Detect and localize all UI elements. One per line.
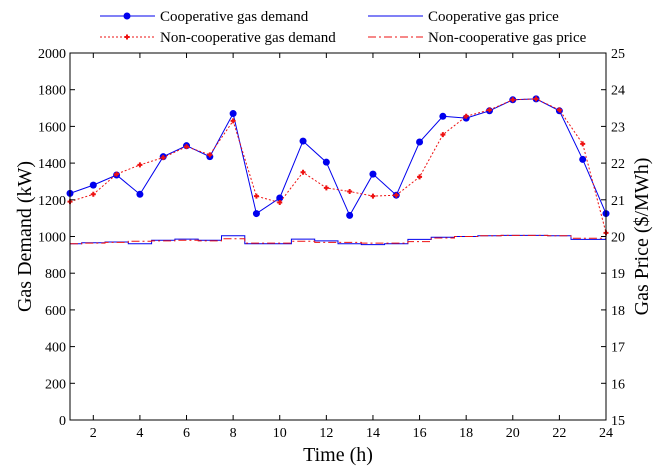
y-left-tick-label: 200 bbox=[45, 377, 66, 392]
series-line bbox=[70, 234, 606, 245]
legend-entry: Cooperative gas demand bbox=[100, 9, 309, 25]
y-right-tick-label: 21 bbox=[611, 194, 625, 209]
data-point bbox=[160, 155, 166, 161]
x-tick-label: 12 bbox=[319, 426, 333, 441]
series-line bbox=[69, 98, 607, 217]
series-non-cooperative-gas-price bbox=[70, 234, 606, 245]
y-right-tick-label: 18 bbox=[611, 304, 625, 319]
data-point bbox=[579, 155, 587, 163]
data-point bbox=[486, 107, 492, 113]
data-point bbox=[393, 192, 399, 198]
x-tick-label: 10 bbox=[273, 426, 287, 441]
y-axis-left-label: Gas Demand (kW) bbox=[14, 161, 36, 312]
data-point bbox=[417, 174, 423, 180]
y-left-tick-label: 1400 bbox=[38, 157, 66, 172]
x-tick-label: 20 bbox=[506, 426, 520, 441]
data-point bbox=[252, 210, 260, 218]
series-line bbox=[69, 98, 607, 233]
data-point bbox=[347, 189, 353, 195]
data-point bbox=[440, 132, 446, 138]
data-point bbox=[276, 194, 284, 202]
data-point bbox=[114, 171, 120, 177]
y-left-tick-label: 400 bbox=[45, 341, 66, 356]
y-right-tick-label: 24 bbox=[611, 84, 625, 99]
data-point bbox=[510, 97, 516, 103]
y-left-tick-label: 800 bbox=[45, 267, 66, 282]
data-point bbox=[253, 193, 259, 199]
series-layer bbox=[66, 95, 610, 246]
x-tick-label: 18 bbox=[459, 426, 473, 441]
data-point bbox=[369, 170, 377, 178]
legend-entry: Cooperative gas price bbox=[368, 9, 559, 25]
data-point bbox=[136, 190, 144, 198]
y-left-tick-label: 2000 bbox=[38, 47, 66, 62]
x-tick-label: 2 bbox=[90, 426, 97, 441]
x-tick-label: 8 bbox=[230, 426, 237, 441]
data-point bbox=[416, 138, 424, 146]
y-left-tick-label: 1800 bbox=[38, 84, 66, 99]
x-axis-label: Time (h) bbox=[303, 444, 373, 466]
y-left-tick-label: 1600 bbox=[38, 120, 66, 135]
data-point bbox=[230, 118, 236, 124]
series-non-cooperative-gas-demand bbox=[67, 96, 609, 236]
plot-frame bbox=[69, 52, 607, 421]
x-tick-label: 14 bbox=[366, 426, 380, 441]
data-point bbox=[439, 112, 447, 120]
y-left-tick-label: 0 bbox=[59, 414, 66, 429]
data-point bbox=[277, 200, 283, 206]
x-tick-label: 4 bbox=[136, 426, 143, 441]
legend-label: Cooperative gas price bbox=[428, 9, 559, 25]
y-left-tick-label: 1000 bbox=[38, 231, 66, 246]
data-point bbox=[137, 162, 143, 168]
data-point bbox=[300, 169, 306, 175]
data-point bbox=[90, 191, 96, 197]
y-right-tick-label: 16 bbox=[611, 377, 625, 392]
x-tick-label: 16 bbox=[413, 426, 427, 441]
series-cooperative-gas-price bbox=[70, 234, 606, 246]
legend-label: Cooperative gas demand bbox=[160, 9, 309, 25]
y-axis-right-label: Gas Price ($/MWh) bbox=[631, 158, 653, 316]
series-line bbox=[70, 234, 606, 246]
legend-entry: Non-cooperative gas price bbox=[368, 30, 587, 46]
data-point bbox=[580, 141, 586, 147]
y-right-tick-label: 25 bbox=[611, 47, 625, 62]
legend-marker bbox=[123, 12, 131, 20]
data-point bbox=[323, 185, 329, 191]
data-point bbox=[184, 144, 190, 150]
data-point bbox=[533, 96, 539, 102]
data-point bbox=[207, 152, 213, 158]
data-point bbox=[89, 181, 97, 189]
y-right-tick-label: 19 bbox=[611, 267, 625, 282]
data-point bbox=[556, 107, 562, 113]
legend-entry: Non-cooperative gas demand bbox=[100, 30, 336, 46]
y-right-tick-label: 22 bbox=[611, 157, 625, 172]
legend: Cooperative gas demand Non-cooperative ga… bbox=[100, 9, 587, 46]
data-point bbox=[370, 193, 376, 199]
data-point bbox=[322, 158, 330, 166]
data-point bbox=[299, 137, 307, 145]
data-point bbox=[463, 113, 469, 119]
x-tick-label: 24 bbox=[599, 426, 613, 441]
x-tick-label: 6 bbox=[183, 426, 190, 441]
y-right-tick-label: 20 bbox=[611, 231, 625, 246]
y-left-tick-label: 1200 bbox=[38, 194, 66, 209]
series-cooperative-gas-demand bbox=[66, 95, 610, 219]
legend-marker bbox=[124, 34, 130, 40]
legend-label: Non-cooperative gas price bbox=[428, 30, 587, 46]
y-left-tick-label: 600 bbox=[45, 304, 66, 319]
x-tick-label: 22 bbox=[552, 426, 566, 441]
axes-layer: 2 4 6 8 10 12 14 16 18 20 22 2402004006008001000120… bbox=[38, 47, 625, 441]
legend-label: Non-cooperative gas demand bbox=[160, 30, 336, 46]
y-right-tick-label: 15 bbox=[611, 414, 625, 429]
y-right-tick-label: 17 bbox=[611, 341, 625, 356]
data-point bbox=[346, 211, 354, 219]
data-point bbox=[229, 110, 237, 118]
y-right-tick-label: 23 bbox=[611, 120, 625, 135]
